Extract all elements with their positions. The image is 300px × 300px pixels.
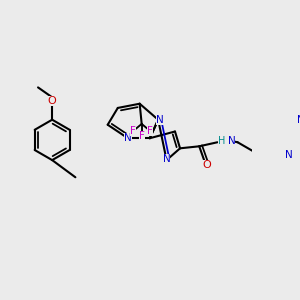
Text: N: N <box>227 136 235 146</box>
Text: H: H <box>218 136 225 146</box>
Text: F: F <box>147 126 153 136</box>
Text: O: O <box>48 96 56 106</box>
Text: N: N <box>124 133 132 143</box>
Text: F: F <box>130 126 136 136</box>
Text: N: N <box>285 150 293 160</box>
Text: N: N <box>163 154 170 164</box>
Text: O: O <box>202 160 211 170</box>
Text: N: N <box>297 116 300 125</box>
Text: N: N <box>156 115 164 125</box>
Text: F: F <box>139 131 145 141</box>
